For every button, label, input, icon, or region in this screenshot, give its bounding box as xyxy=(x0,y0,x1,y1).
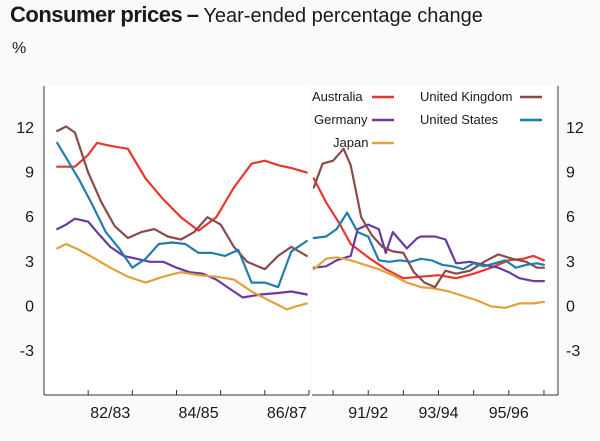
legend-label-united-kingdom: United Kingdom xyxy=(420,89,513,104)
plot-panel-right xyxy=(312,86,558,395)
y-tick-left: 9 xyxy=(25,165,34,182)
chart-subtitle: Year-ended percentage change xyxy=(203,5,483,27)
y-tick-right: 3 xyxy=(566,254,575,271)
y-tick-right: 0 xyxy=(566,298,575,315)
y-tick-right: 12 xyxy=(566,120,584,137)
series-line-united-states xyxy=(312,211,546,271)
series-line-australia xyxy=(56,141,308,232)
x-tick-label: 86/87 xyxy=(267,405,307,422)
y-tick-left: -3 xyxy=(20,343,34,360)
y-tick-left: 12 xyxy=(16,120,34,137)
series-line-japan xyxy=(312,256,546,309)
x-tick-label: 93/94 xyxy=(418,405,458,422)
chart-title: Consumer prices – Year-ended percentage … xyxy=(10,2,483,28)
plot-panel-left xyxy=(44,86,309,395)
y-tick-right: -3 xyxy=(566,343,580,360)
series-line-germany xyxy=(312,223,546,283)
y-unit-label: % xyxy=(12,40,27,57)
x-tick-label: 84/85 xyxy=(179,405,219,422)
y-tick-left: 3 xyxy=(25,254,34,271)
legend-label-japan: Japan xyxy=(333,135,368,150)
series-line-united-states xyxy=(56,141,308,289)
y-tick-left: 0 xyxy=(25,298,34,315)
legend-label-united-states: United States xyxy=(420,112,499,127)
chart-title-separator: – xyxy=(186,2,199,27)
x-tick-label: 91/92 xyxy=(348,405,388,422)
x-tick-label: 95/96 xyxy=(489,405,529,422)
series-line-japan xyxy=(56,242,308,311)
chart-title-main: Consumer prices xyxy=(10,2,183,27)
series-line-united-kingdom xyxy=(56,125,308,271)
legend-label-germany: Germany xyxy=(314,112,368,127)
series-line-united-kingdom xyxy=(312,147,546,289)
y-tick-right: 6 xyxy=(566,209,575,226)
x-tick-label: 82/83 xyxy=(90,405,130,422)
y-tick-right: 9 xyxy=(566,165,575,182)
legend-label-australia: Australia xyxy=(312,89,363,104)
y-tick-left: 6 xyxy=(25,209,34,226)
